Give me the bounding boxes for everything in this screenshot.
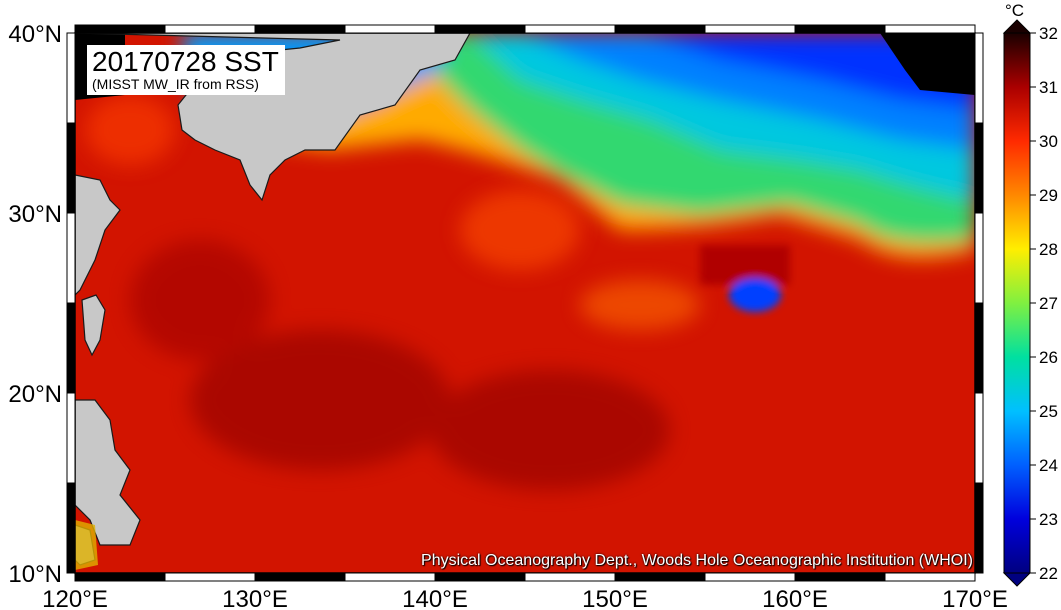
- border-segment: [974, 32, 984, 124]
- colorbar-tick-label: 29: [1039, 186, 1058, 205]
- border-segment: [704, 572, 796, 582]
- colorbar-max-arrow: [1002, 19, 1032, 34]
- x-axis-ticks: 120°E 130°E 140°E 150°E 160°E 170°E: [42, 586, 1008, 610]
- y-axis-ticks: 10°N 20°N 30°N 40°N: [8, 21, 62, 588]
- colorbar-tick-label: 30: [1039, 132, 1058, 151]
- colorbar-min-arrow: [1002, 572, 1032, 587]
- border-segment: [66, 122, 76, 214]
- border-segment: [524, 24, 616, 34]
- colorbar-tick-label: 25: [1039, 402, 1058, 421]
- border-segment: [974, 392, 984, 484]
- x-tick-label: 130°E: [222, 586, 288, 610]
- border-segment: [254, 24, 346, 34]
- border-segment: [614, 572, 706, 582]
- border-segment: [164, 572, 256, 582]
- colorbar-tick-label: 32: [1039, 24, 1058, 43]
- map-title: 20170728 SST: [92, 46, 279, 77]
- border-segment: [344, 24, 436, 34]
- y-tick-label: 10°N: [8, 561, 62, 588]
- border-segment: [974, 212, 984, 304]
- y-tick-label: 40°N: [8, 21, 62, 48]
- border-segment: [66, 32, 76, 124]
- border-segment: [66, 392, 76, 484]
- border-segment: [74, 24, 166, 34]
- border-segment: [704, 24, 796, 34]
- x-tick-label: 120°E: [42, 586, 108, 610]
- x-tick-label: 160°E: [762, 586, 828, 610]
- x-tick-label: 170°E: [942, 586, 1008, 610]
- y-tick-label: 20°N: [8, 381, 62, 408]
- title-box: 20170728 SST (MISST MW_IR from RSS): [87, 45, 285, 95]
- border-segment: [884, 24, 976, 34]
- border-segment: [164, 24, 256, 34]
- x-tick-label: 150°E: [582, 586, 648, 610]
- border-segment: [974, 302, 984, 394]
- colorbar-tick-label: 26: [1039, 348, 1058, 367]
- border-segment: [794, 24, 886, 34]
- border-segment: [884, 572, 976, 582]
- border-segment: [66, 302, 76, 394]
- colorbar-tick-label: 22: [1039, 564, 1058, 583]
- colorbar: 22 23 24 25 26 27 28 29 30 31 32 °C: [1002, 1, 1058, 587]
- border-segment: [66, 482, 76, 574]
- colorbar-tick-label: 27: [1039, 294, 1058, 313]
- border-segment: [254, 572, 346, 582]
- sst-field: [75, 33, 975, 573]
- border-segment: [524, 572, 616, 582]
- colorbar-tick-label: 28: [1039, 240, 1058, 259]
- credit-text: Physical Oceanography Dept., Woods Hole …: [421, 552, 973, 569]
- border-segment: [74, 572, 166, 582]
- colorbar-tick-label: 31: [1039, 78, 1058, 97]
- border-segment: [434, 572, 526, 582]
- colorbar-tick-label: 24: [1039, 456, 1058, 475]
- map-border: [66, 24, 984, 582]
- border-segment: [614, 24, 706, 34]
- border-segment: [344, 572, 436, 582]
- border-segment: [974, 482, 984, 574]
- border-segment: [66, 212, 76, 304]
- border-segment: [434, 24, 526, 34]
- colorbar-tick-label: 23: [1039, 510, 1058, 529]
- y-tick-label: 30°N: [8, 201, 62, 228]
- map-subtitle: (MISST MW_IR from RSS): [92, 76, 259, 92]
- border-segment: [794, 572, 886, 582]
- colorbar-unit: °C: [1005, 1, 1024, 20]
- land-mass: [75, 33, 471, 566]
- border-segment: [974, 122, 984, 214]
- x-tick-label: 140°E: [402, 586, 468, 610]
